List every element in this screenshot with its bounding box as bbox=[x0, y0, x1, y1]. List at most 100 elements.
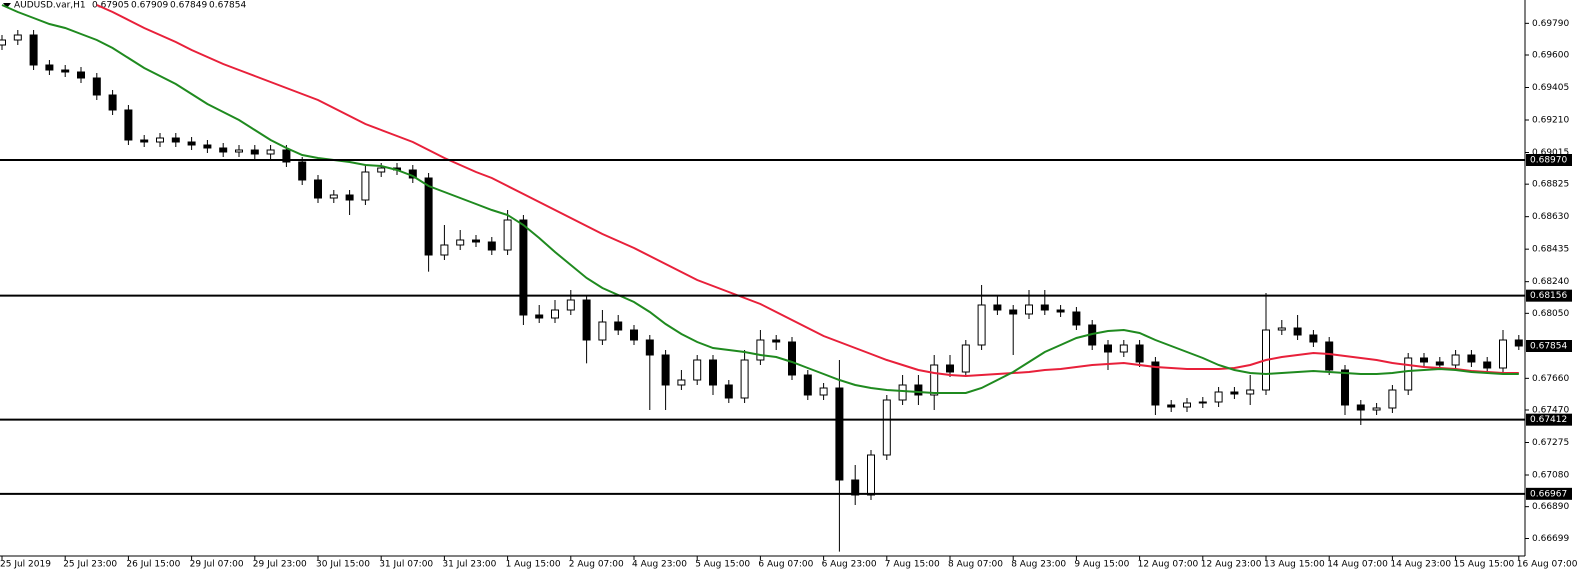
candle-body bbox=[140, 139, 149, 143]
candle-body bbox=[661, 354, 670, 386]
candle-body bbox=[487, 241, 496, 251]
x-tick-label: 31 Jul 07:00 bbox=[379, 560, 433, 570]
candle-body bbox=[882, 399, 891, 456]
level-marker bbox=[1526, 289, 1572, 302]
candle-body bbox=[740, 359, 749, 399]
level-marker bbox=[1526, 487, 1572, 500]
last-price-label: 0.67854 bbox=[1530, 342, 1567, 352]
y-tick-label: 0.68825 bbox=[1532, 180, 1569, 190]
quote-value: 0.67909 bbox=[131, 1, 168, 11]
candle-body bbox=[1451, 354, 1460, 366]
candle-body bbox=[1104, 344, 1112, 353]
candle-body bbox=[1135, 344, 1144, 363]
candle-body bbox=[756, 339, 765, 361]
candle-body bbox=[1214, 391, 1223, 403]
x-tick-label: 25 Jul 2019 bbox=[0, 560, 51, 570]
candle-body bbox=[930, 364, 939, 396]
candle-body bbox=[1040, 304, 1049, 311]
candle-body bbox=[819, 387, 828, 396]
x-tick-label: 12 Aug 07:00 bbox=[1138, 560, 1199, 570]
candle-body bbox=[1420, 357, 1428, 363]
candle-body bbox=[1499, 339, 1507, 369]
x-tick-label: 14 Aug 07:00 bbox=[1327, 560, 1388, 570]
y-tick-label: 0.67470 bbox=[1532, 406, 1569, 416]
candle-body bbox=[898, 384, 907, 401]
x-tick-label: 16 Aug 07:00 bbox=[1517, 560, 1578, 570]
x-tick-label: 26 Jul 15:00 bbox=[126, 560, 180, 570]
candle-body bbox=[788, 341, 796, 376]
candle-body bbox=[709, 359, 717, 386]
candle-body bbox=[1277, 327, 1286, 331]
candle-body bbox=[1341, 369, 1349, 406]
candle-body bbox=[867, 454, 875, 496]
x-tick-label: 13 Aug 15:00 bbox=[1264, 560, 1325, 570]
candle-body bbox=[1072, 311, 1081, 326]
candle-body bbox=[645, 339, 654, 356]
candle-body bbox=[298, 161, 307, 181]
candle-body bbox=[203, 144, 212, 149]
quote-value: 0.67905 bbox=[92, 1, 129, 11]
y-tick-label: 0.66699 bbox=[1532, 534, 1569, 544]
y-tick-label: 0.68240 bbox=[1532, 277, 1569, 287]
candle-body bbox=[835, 387, 844, 481]
x-tick-label: 29 Jul 07:00 bbox=[190, 560, 244, 570]
candle-body bbox=[1151, 361, 1160, 406]
x-tick-label: 5 Aug 15:00 bbox=[695, 560, 750, 570]
candle-body bbox=[377, 167, 386, 173]
candle-body bbox=[1119, 344, 1128, 353]
candle-body bbox=[187, 141, 196, 146]
last-price-marker bbox=[1526, 340, 1572, 352]
y-tick-label: 0.67660 bbox=[1532, 374, 1569, 384]
candle-body bbox=[282, 149, 291, 163]
candle-body bbox=[456, 239, 465, 246]
candle-body bbox=[156, 137, 164, 143]
candle-body bbox=[535, 314, 544, 319]
x-tick-label: 9 Aug 15:00 bbox=[1074, 560, 1129, 570]
candle-body bbox=[1056, 309, 1065, 313]
candle-body bbox=[993, 304, 1002, 311]
candle-body bbox=[219, 147, 228, 153]
moving-average bbox=[96, 4, 1519, 378]
candle-body bbox=[124, 109, 133, 141]
quote-value: 0.67849 bbox=[170, 1, 207, 11]
candle-body bbox=[424, 177, 433, 256]
y-tick-label: 0.69405 bbox=[1532, 83, 1569, 93]
y-tick-label: 0.67080 bbox=[1532, 471, 1569, 481]
candle-body bbox=[314, 179, 322, 199]
candle-body bbox=[13, 34, 22, 41]
candle-body bbox=[1514, 339, 1523, 347]
candle-body bbox=[977, 304, 986, 346]
x-tick-label: 6 Aug 23:00 bbox=[822, 560, 877, 570]
candle-body bbox=[1293, 327, 1302, 336]
x-tick-label: 2 Aug 07:00 bbox=[569, 560, 624, 570]
candle-body bbox=[914, 384, 923, 396]
candle-body bbox=[772, 339, 781, 343]
y-tick-label: 0.69015 bbox=[1532, 148, 1569, 158]
candle-body bbox=[961, 344, 970, 373]
candle-body bbox=[108, 94, 117, 111]
moving-average bbox=[1, 4, 1519, 394]
candle-body bbox=[582, 299, 591, 341]
candle-body bbox=[235, 149, 243, 153]
x-tick-label: 15 Aug 15:00 bbox=[1454, 560, 1515, 570]
chart-title: AUDUSD.var,H1 bbox=[14, 1, 86, 11]
x-tick-label: 4 Aug 23:00 bbox=[632, 560, 687, 570]
candle-body bbox=[1372, 407, 1381, 411]
candle-body bbox=[1435, 361, 1444, 366]
candle-body bbox=[45, 64, 54, 71]
candle-body bbox=[0, 39, 6, 46]
candle-body bbox=[1246, 389, 1255, 395]
level-label: 0.68970 bbox=[1530, 156, 1567, 166]
candle-body bbox=[519, 219, 528, 316]
candle-body bbox=[250, 149, 259, 155]
x-tick-label: 7 Aug 15:00 bbox=[885, 560, 940, 570]
candle-body bbox=[551, 309, 559, 319]
candle-body bbox=[29, 34, 38, 66]
candle-body bbox=[1404, 357, 1413, 391]
candle-body bbox=[77, 71, 85, 79]
level-marker bbox=[1526, 154, 1572, 166]
candle-body bbox=[946, 364, 954, 373]
y-tick-label: 0.67275 bbox=[1532, 438, 1569, 448]
x-tick-label: 30 Jul 15:00 bbox=[316, 560, 370, 570]
